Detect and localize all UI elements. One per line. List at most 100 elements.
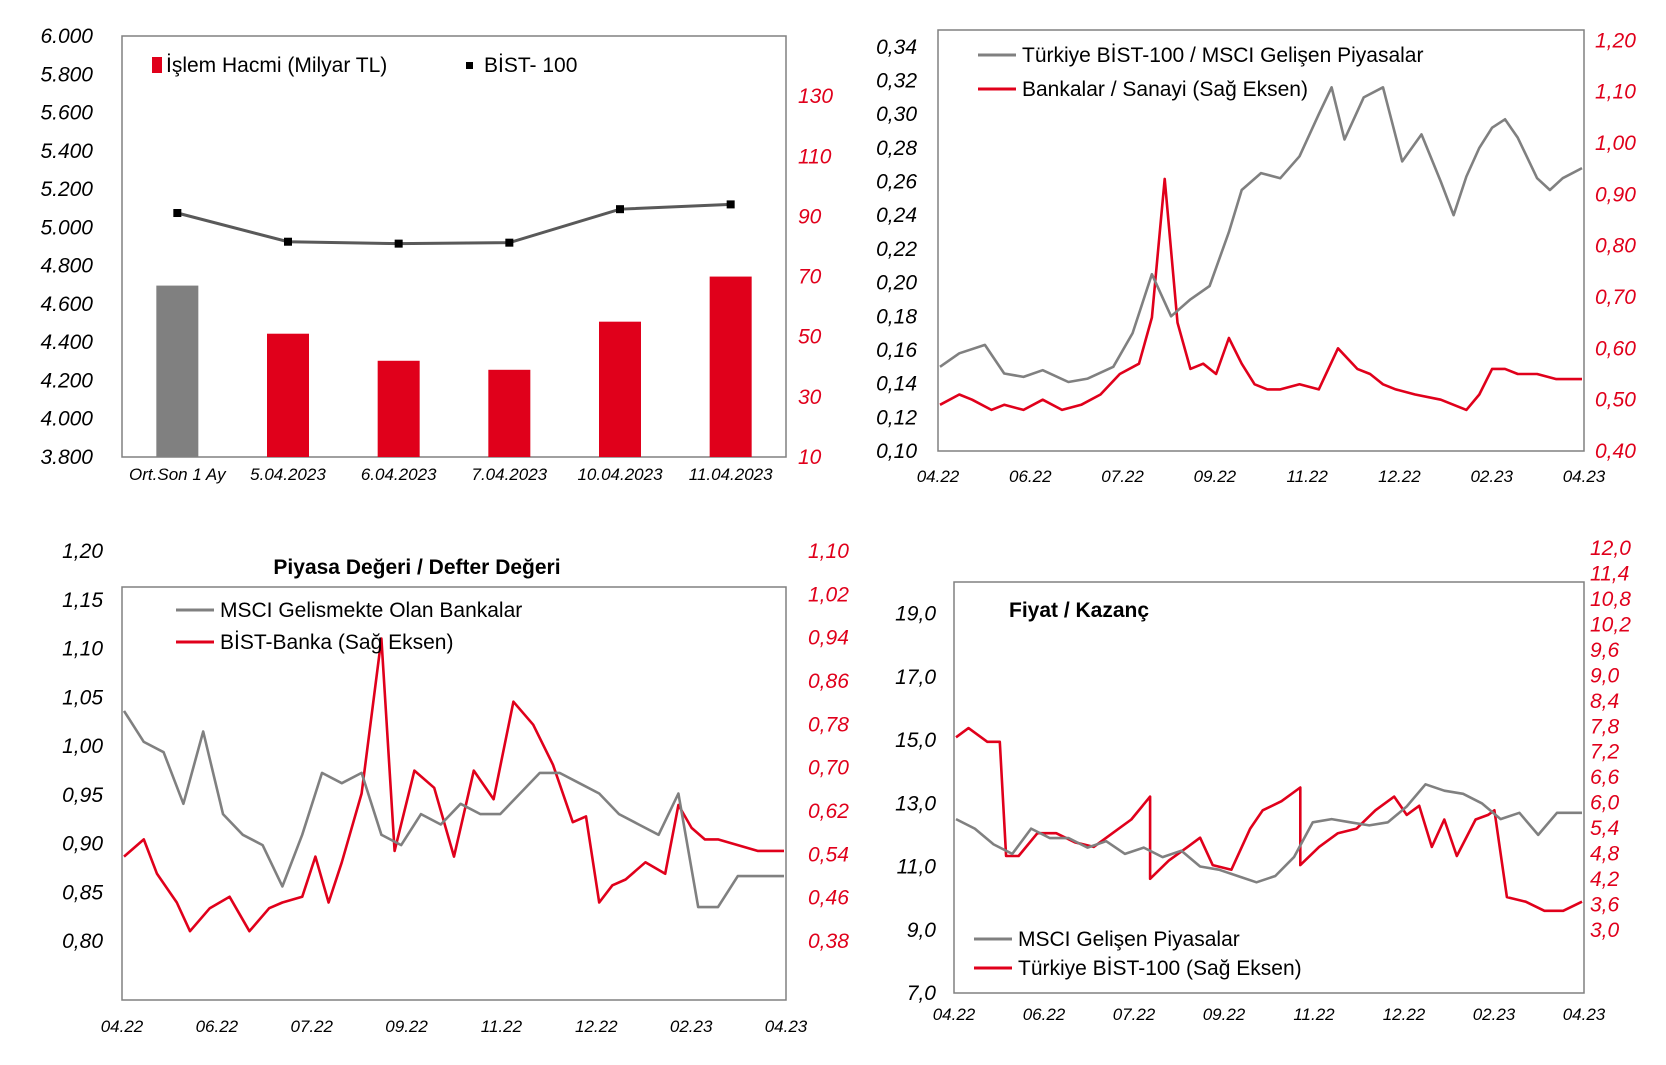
bar — [377, 360, 420, 457]
y-right-tick-label: 3,0 — [1590, 919, 1620, 942]
y-right-tick-label: 6,0 — [1590, 792, 1620, 815]
y-left-tick-label: 5.000 — [40, 216, 93, 239]
y-left-tick-label: 5.800 — [40, 63, 93, 86]
line-marker — [173, 209, 182, 218]
y-left-tick-label: 0,24 — [876, 204, 917, 227]
y-right-tick-label: 0,78 — [808, 713, 849, 736]
x-tick-label: 04.23 — [765, 1017, 808, 1036]
y-right-tick-label: 0,38 — [808, 930, 849, 953]
x-tick-label: 10.04.2023 — [577, 465, 663, 484]
x-tick-label: Ort.Son 1 Ay — [129, 465, 227, 484]
x-tick-label: 07.22 — [290, 1017, 333, 1036]
y-right-tick-label: 0,46 — [808, 887, 849, 910]
y-right-tick-label: 8,4 — [1590, 690, 1619, 713]
line-marker — [505, 238, 514, 247]
y-right-tick-label: 130 — [798, 85, 833, 108]
y-right-tick-label: 6,6 — [1590, 766, 1620, 789]
legend-label-gray: MSCI Gelismekte Olan Bankalar — [220, 599, 522, 622]
y-right-tick-label: 9,0 — [1590, 664, 1620, 687]
x-tick-label: 06.22 — [196, 1017, 239, 1036]
x-tick-label: 5.04.2023 — [250, 465, 326, 484]
bar — [488, 369, 531, 457]
x-tick-label: 06.22 — [1023, 1005, 1066, 1024]
legend-label-red: Türkiye BİST-100 (Sağ Eksen) — [1018, 957, 1302, 980]
y-left-tick-label: 0,30 — [876, 103, 917, 126]
y-right-tick-label: 0,70 — [808, 757, 849, 780]
x-tick-label: 6.04.2023 — [361, 465, 437, 484]
y-left-tick-label: 0,14 — [876, 373, 917, 396]
y-right-tick-label: 7,2 — [1590, 741, 1620, 764]
series-line — [176, 202, 731, 246]
y-right-tick-label: 110 — [798, 145, 832, 168]
legend-label-red: BİST-Banka (Sağ Eksen) — [220, 631, 453, 654]
x-tick-label: 12.22 — [1378, 467, 1421, 486]
x-tick-label: 09.22 — [385, 1017, 428, 1036]
y-left-tick-label: 0,28 — [876, 137, 917, 160]
y-left-tick-label: 0,20 — [876, 272, 917, 295]
y-left-tick-label: 11,0 — [897, 856, 937, 879]
y-left-tick-label: 4.200 — [40, 369, 93, 392]
y-left-tick-label: 1,05 — [62, 686, 103, 709]
x-tick-label: 04.23 — [1563, 1005, 1606, 1024]
y-left-tick-label: 4.800 — [40, 255, 93, 278]
y-right-tick-label: 1,20 — [1595, 29, 1636, 52]
y-left-tick-label: 0,80 — [62, 930, 103, 953]
y-right-tick-label: 1,00 — [1595, 132, 1636, 155]
y-left-tick-label: 1,00 — [62, 735, 103, 758]
legend-label-bist: BİST- 100 — [484, 54, 577, 77]
y-right-tick-label: 12,0 — [1590, 537, 1631, 560]
x-tick-label: 02.23 — [1473, 1005, 1516, 1024]
y-left-tick-label: 5.200 — [40, 178, 93, 201]
y-right-tick-label: 0,40 — [1595, 440, 1636, 463]
x-tick-label: 04.22 — [101, 1017, 144, 1036]
y-right-tick-label: 50 — [798, 326, 822, 349]
y-right-tick-label: 0,90 — [1595, 183, 1636, 206]
x-tick-label: 04.23 — [1563, 467, 1606, 486]
y-left-tick-label: 5.400 — [40, 140, 93, 163]
line-marker — [284, 237, 292, 246]
y-left-tick-label: 3.800 — [40, 446, 93, 469]
y-right-tick-label: 5,4 — [1590, 817, 1619, 840]
y-left-tick-label: 4.600 — [40, 293, 93, 316]
y-right-tick-label: 0,70 — [1595, 286, 1636, 309]
y-left-tick-label: 1,10 — [62, 638, 103, 661]
x-tick-label: 02.23 — [1470, 467, 1513, 486]
x-tick-label: 07.22 — [1101, 467, 1144, 486]
y-left-tick-label: 0,12 — [876, 406, 917, 429]
y-left-tick-label: 4.000 — [40, 408, 93, 431]
x-tick-label: 07.22 — [1113, 1005, 1156, 1024]
y-right-tick-label: 0,94 — [808, 627, 849, 650]
y-right-tick-label: 3,6 — [1590, 894, 1620, 917]
plot-frame — [121, 35, 787, 458]
y-right-tick-label: 9,6 — [1590, 639, 1620, 662]
x-tick-label: 11.22 — [1287, 467, 1329, 486]
legend-label-volume: İşlem Hacmi (Milyar TL) — [166, 54, 387, 77]
y-left-tick-label: 17,0 — [895, 666, 936, 689]
y-right-tick-label: 10,2 — [1590, 613, 1631, 636]
y-right-tick-label: 7,8 — [1590, 715, 1620, 738]
y-right-tick-label: 11,4 — [1590, 562, 1629, 585]
x-tick-label: 09.22 — [1194, 467, 1237, 486]
x-tick-label: 11.04.2023 — [689, 465, 773, 484]
y-right-tick-label: 0,50 — [1595, 389, 1636, 412]
plot-frame — [937, 29, 1585, 452]
y-left-tick-label: 0,34 — [876, 36, 917, 59]
line-marker — [394, 239, 403, 248]
series-line — [939, 86, 1583, 384]
y-left-tick-label: 1,15 — [62, 589, 103, 612]
series-line — [123, 637, 784, 933]
y-left-tick-label: 0,10 — [876, 440, 917, 463]
line-marker — [726, 200, 735, 209]
x-tick-label: 09.22 — [1203, 1005, 1246, 1024]
y-left-tick-label: 0,32 — [876, 70, 917, 93]
y-right-tick-label: 0,60 — [1595, 337, 1636, 360]
x-tick-label: 12.22 — [575, 1017, 618, 1036]
bar — [156, 285, 199, 457]
y-left-tick-label: 0,95 — [62, 784, 103, 807]
y-left-tick-label: 5.600 — [40, 102, 93, 125]
legend-swatch-volume — [152, 57, 162, 73]
y-left-tick-label: 9,0 — [907, 919, 937, 942]
chart-title: Piyasa Değeri / Defter Değeri — [273, 556, 560, 579]
y-right-tick-label: 0,80 — [1595, 235, 1636, 258]
